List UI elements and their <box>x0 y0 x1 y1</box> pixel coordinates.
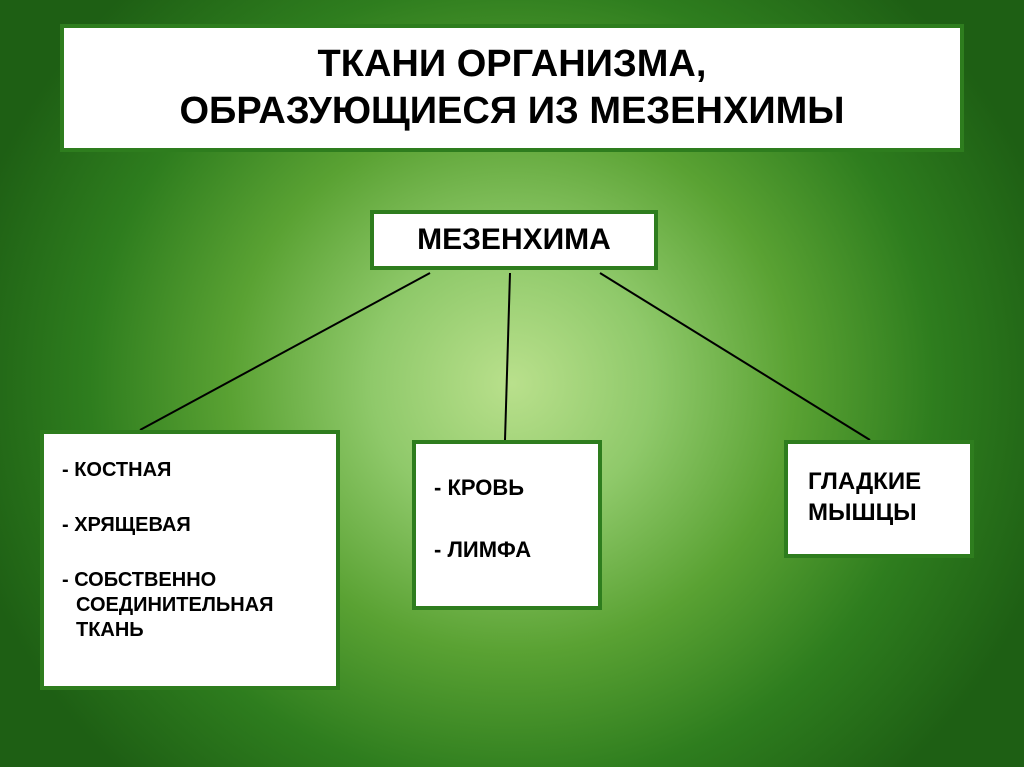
leaf-item: - СОБСТВЕННО СОЕДИНИТЕЛЬНАЯ ТКАНЬ <box>62 568 320 643</box>
leaf-connective: - КОСТНАЯ - ХРЯЩЕВАЯ - СОБСТВЕННО СОЕДИН… <box>40 430 340 690</box>
title-box: ТКАНИ ОРГАНИЗМА, ОБРАЗУЮЩИЕСЯ ИЗ МЕЗЕНХИ… <box>60 24 964 152</box>
leaf-item: - КРОВЬ <box>434 474 582 502</box>
leaf-item: - ХРЯЩЕВАЯ <box>62 513 320 538</box>
leaf-item-line: СОЕДИНИТЕЛЬНАЯ <box>62 593 320 618</box>
leaf-item: - КОСТНАЯ <box>62 458 320 483</box>
leaf-item-line: ТКАНЬ <box>62 618 320 643</box>
leaf-muscle: ГЛАДКИЕ МЫШЦЫ <box>784 440 974 558</box>
leaf-fluids: - КРОВЬ - ЛИМФА <box>412 440 602 610</box>
title-text: ТКАНИ ОРГАНИЗМА, ОБРАЗУЮЩИЕСЯ ИЗ МЕЗЕНХИ… <box>180 41 845 136</box>
title-line2: ОБРАЗУЮЩИЕСЯ ИЗ МЕЗЕНХИМЫ <box>180 90 845 132</box>
leaf-item: - ЛИМФА <box>434 536 582 564</box>
title-line1: ТКАНИ ОРГАНИЗМА, <box>318 43 707 85</box>
leaf-muscle-line2: МЫШЦЫ <box>808 497 954 528</box>
leaf-muscle-line1: ГЛАДКИЕ <box>808 466 954 497</box>
leaf-item-line: - СОБСТВЕННО <box>62 568 320 593</box>
root-label: МЕЗЕНХИМА <box>417 223 611 257</box>
root-node: МЕЗЕНХИМА <box>370 210 658 270</box>
